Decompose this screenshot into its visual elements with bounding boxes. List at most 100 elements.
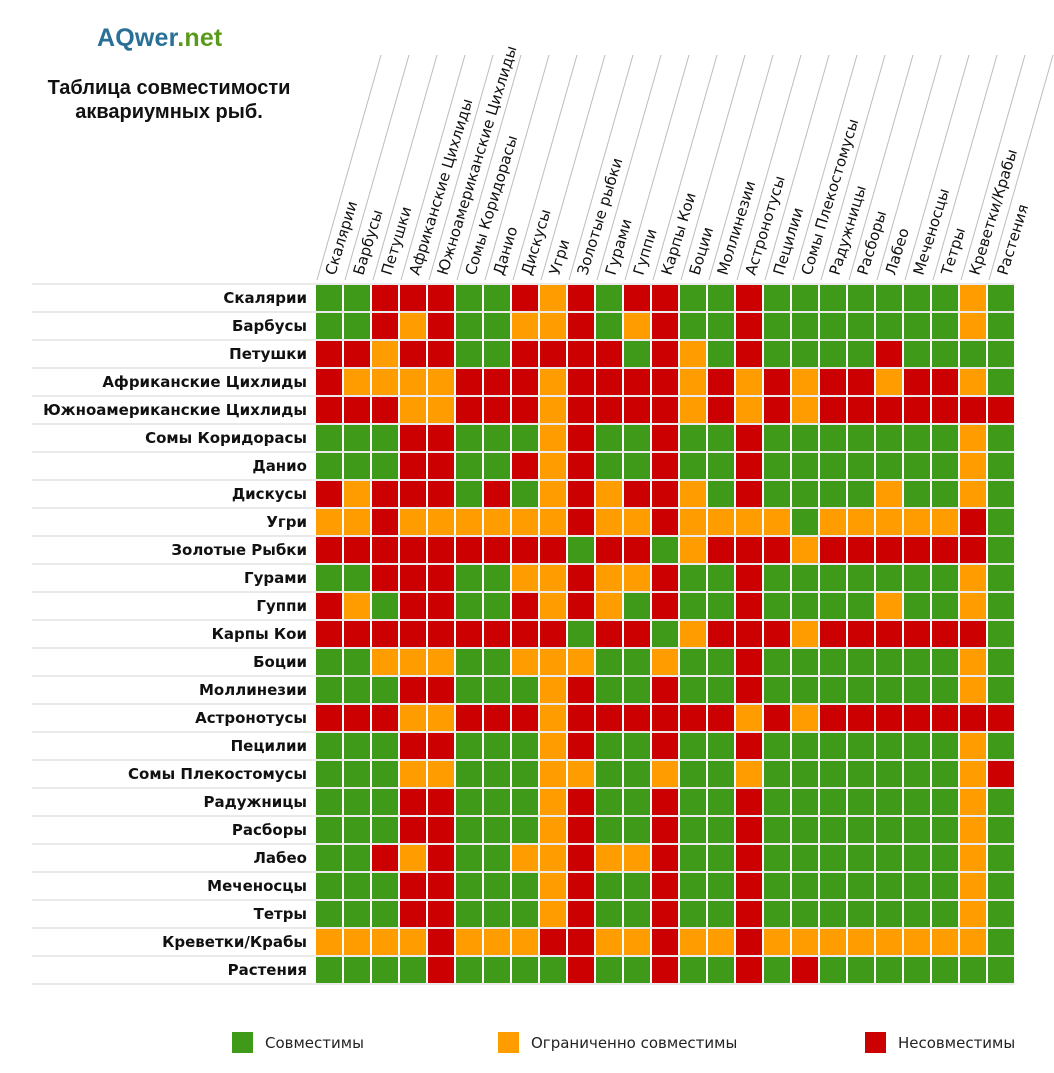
cell-limited [960,845,986,871]
cell-compatible [372,873,398,899]
cell-limited [540,733,566,759]
cell-incompatible [848,397,874,423]
cell-limited [596,481,622,507]
cell-compatible [372,425,398,451]
cell-incompatible [568,677,594,703]
cell-compatible [708,957,734,983]
cell-incompatible [904,705,930,731]
cell-compatible [876,649,902,675]
cell-incompatible [568,929,594,955]
cell-limited [680,369,706,395]
cell-compatible [456,817,482,843]
cell-compatible [344,761,370,787]
cell-limited [540,845,566,871]
cell-compatible [848,481,874,507]
cell-incompatible [596,397,622,423]
cell-limited [960,425,986,451]
cell-limited [372,369,398,395]
cell-compatible [792,649,818,675]
cell-compatible [316,733,342,759]
chart-title: Таблица совместимости аквариумных рыб. [14,76,324,124]
cell-incompatible [484,621,510,647]
cell-incompatible [400,901,426,927]
cell-compatible [932,425,958,451]
cell-incompatible [568,565,594,591]
cell-compatible [512,481,538,507]
cell-compatible [904,453,930,479]
cell-incompatible [652,369,678,395]
cell-compatible [876,817,902,843]
cell-incompatible [596,341,622,367]
cell-compatible [652,537,678,563]
cell-limited [680,929,706,955]
legend-swatch-limited [498,1032,519,1053]
cell-incompatible [764,397,790,423]
cell-compatible [764,901,790,927]
cell-compatible [680,649,706,675]
cell-limited [596,565,622,591]
cell-limited [540,677,566,703]
cell-incompatible [372,565,398,591]
cell-compatible [932,481,958,507]
cell-limited [960,929,986,955]
cell-incompatible [708,369,734,395]
cell-incompatible [904,397,930,423]
row-label: Сомы Плекостомусы [128,765,307,783]
cell-incompatible [736,929,762,955]
cell-incompatible [736,677,762,703]
cell-compatible [876,873,902,899]
cell-compatible [708,761,734,787]
cell-compatible [792,425,818,451]
legend-label-incompatible: Несовместимы [898,1033,1016,1052]
cell-compatible [764,425,790,451]
cell-limited [540,789,566,815]
column-guide-line [652,54,718,281]
cell-compatible [764,593,790,619]
cell-incompatible [372,509,398,535]
cell-limited [540,453,566,479]
cell-compatible [372,453,398,479]
cell-compatible [680,873,706,899]
cell-limited [540,873,566,899]
cell-compatible [708,285,734,311]
cell-compatible [988,901,1014,927]
cell-compatible [680,761,706,787]
cell-incompatible [736,537,762,563]
cell-compatible [792,789,818,815]
cell-compatible [344,313,370,339]
cell-compatible [988,845,1014,871]
cell-incompatible [904,537,930,563]
cell-incompatible [484,369,510,395]
cell-compatible [316,901,342,927]
cell-compatible [764,957,790,983]
cell-limited [820,929,846,955]
cell-compatible [372,901,398,927]
cell-limited [680,537,706,563]
cell-compatible [932,733,958,759]
cell-incompatible [932,705,958,731]
column-guide-line [736,54,802,281]
cell-incompatible [736,817,762,843]
cell-compatible [932,901,958,927]
cell-limited [960,789,986,815]
cell-incompatible [400,789,426,815]
cell-limited [736,397,762,423]
cell-compatible [596,761,622,787]
cell-compatible [680,285,706,311]
cell-compatible [988,313,1014,339]
cell-incompatible [736,845,762,871]
column-guide-line [680,54,746,281]
cell-incompatible [708,537,734,563]
cell-compatible [764,285,790,311]
cell-limited [792,705,818,731]
cell-incompatible [400,873,426,899]
cell-incompatible [792,957,818,983]
cell-incompatible [428,733,454,759]
cell-incompatible [876,537,902,563]
cell-compatible [876,845,902,871]
cell-compatible [820,677,846,703]
cell-incompatible [568,733,594,759]
cell-incompatible [428,929,454,955]
cell-incompatible [960,509,986,535]
cell-incompatible [512,453,538,479]
